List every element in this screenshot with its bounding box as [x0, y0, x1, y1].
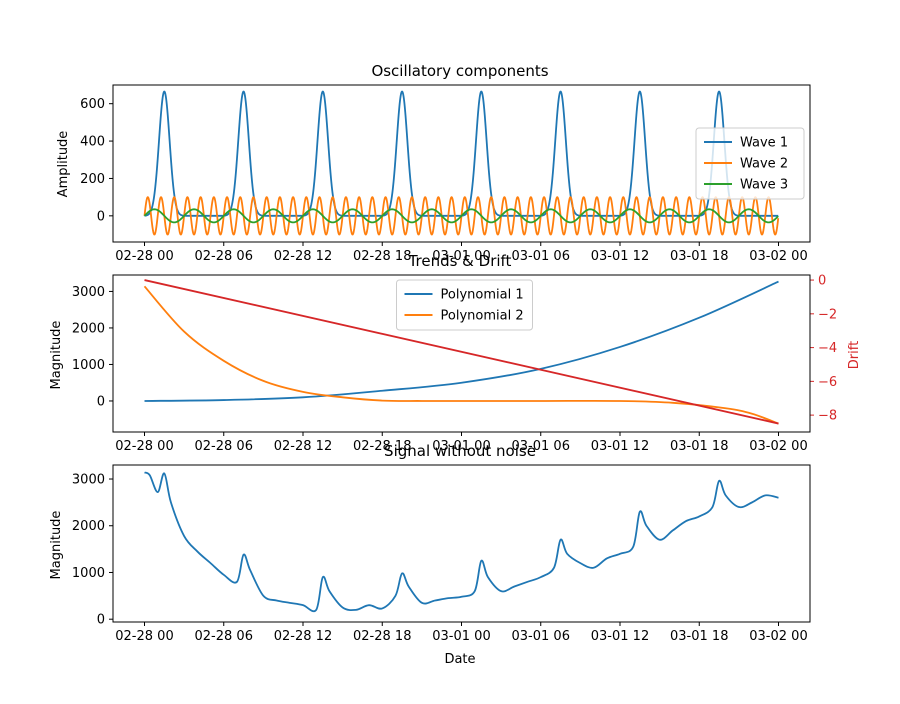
panel-title: Signal without noise [384, 442, 536, 460]
x-tick-label: 02-28 18 [353, 629, 411, 644]
y-tick-label: 400 [80, 135, 105, 150]
x-tick-label: 02-28 18 [353, 439, 411, 454]
x-tick-label: 03-01 12 [591, 439, 649, 454]
x-tick-label: 03-02 00 [749, 439, 807, 454]
x-tick-label: 02-28 00 [115, 439, 173, 454]
x-tick-label: 02-28 12 [274, 439, 332, 454]
x-tick-label: 03-01 12 [591, 629, 649, 644]
panel-oscillatory: Oscillatory components Amplitude 02-28 0… [56, 62, 811, 264]
y-tick-label: 0 [97, 394, 105, 409]
y-axis-label: Magnitude [49, 321, 64, 390]
y-axis-label: Magnitude [49, 511, 64, 580]
legend-label: Polynomial 1 [441, 288, 524, 303]
legend-box [695, 127, 805, 200]
y-tick-label: 3000 [72, 473, 105, 488]
series-line-3 [144, 279, 779, 425]
y-tick-label: 3000 [72, 285, 105, 300]
x-tick-label: 03-01 00 [432, 249, 490, 264]
x-tick-label: 03-01 06 [512, 629, 570, 644]
y-axis-label-right: Drift [847, 341, 862, 369]
y-tick-label: 1000 [72, 566, 105, 581]
x-tick-label: 03-01 18 [670, 249, 728, 264]
x-tick-label: 03-01 00 [432, 629, 490, 644]
series-line-3 [143, 208, 779, 224]
y-tick-label: 200 [80, 172, 105, 187]
axes-frame [112, 464, 811, 623]
y-tick-label: 1000 [72, 358, 105, 373]
panel-signal: Signal without noise Magnitude Date 02-2… [49, 442, 811, 667]
panel-title: Trends & Drift [408, 252, 512, 270]
x-tick-label: 02-28 12 [274, 249, 332, 264]
panel-title: Oscillatory components [371, 62, 548, 80]
axes-frame [112, 84, 811, 243]
x-tick-label: 02-28 00 [115, 249, 173, 264]
y-tick-label: 2000 [72, 321, 105, 336]
legend-label: Wave 2 [740, 157, 788, 172]
y-tick-label: 2000 [72, 519, 105, 534]
y-axis-label: Amplitude [56, 131, 71, 198]
legend-box [396, 279, 533, 331]
x-tick-label: 02-28 06 [195, 439, 253, 454]
x-axis-label: Date [444, 652, 475, 667]
x-tick-label: 03-02 00 [749, 629, 807, 644]
x-tick-label: 02-28 06 [195, 249, 253, 264]
y-tick-label-right: 0 [818, 274, 826, 289]
series-line-2 [143, 285, 779, 425]
y-tick-label-right: −4 [818, 341, 837, 356]
x-tick-label: 03-01 18 [670, 629, 728, 644]
y-tick-label-right: −6 [818, 375, 837, 390]
x-tick-label: 02-28 12 [274, 629, 332, 644]
legend: Polynomial 1 Polynomial 2 [396, 279, 533, 331]
x-tick-label: 02-28 00 [115, 629, 173, 644]
x-tick-label: 03-01 18 [670, 439, 728, 454]
x-tick-label: 02-28 18 [353, 249, 411, 264]
series-line-1 [144, 280, 779, 402]
x-tick-label: 03-01 06 [512, 439, 570, 454]
x-tick-label: 03-01 00 [432, 439, 490, 454]
y-tick-label: 0 [97, 613, 105, 628]
legend: Wave 1 Wave 2 Wave 3 [695, 127, 805, 200]
y-tick-label: 0 [97, 209, 105, 224]
panel-trends: Trends & Drift Magnitude Drift 02-28 00 0… [49, 252, 862, 454]
x-tick-label: 03-01 12 [591, 249, 649, 264]
legend-label: Wave 1 [740, 136, 788, 151]
x-tick-label: 03-02 00 [749, 249, 807, 264]
x-tick-label: 02-28 06 [195, 629, 253, 644]
series-line-1 [144, 471, 779, 613]
y-tick-label: 600 [80, 97, 105, 112]
x-tick-label: 03-01 06 [512, 249, 570, 264]
y-tick-label-right: −2 [818, 307, 837, 322]
legend-label: Polynomial 2 [441, 309, 524, 324]
y-tick-label-right: −8 [818, 409, 837, 424]
legend-label: Wave 3 [740, 178, 788, 193]
